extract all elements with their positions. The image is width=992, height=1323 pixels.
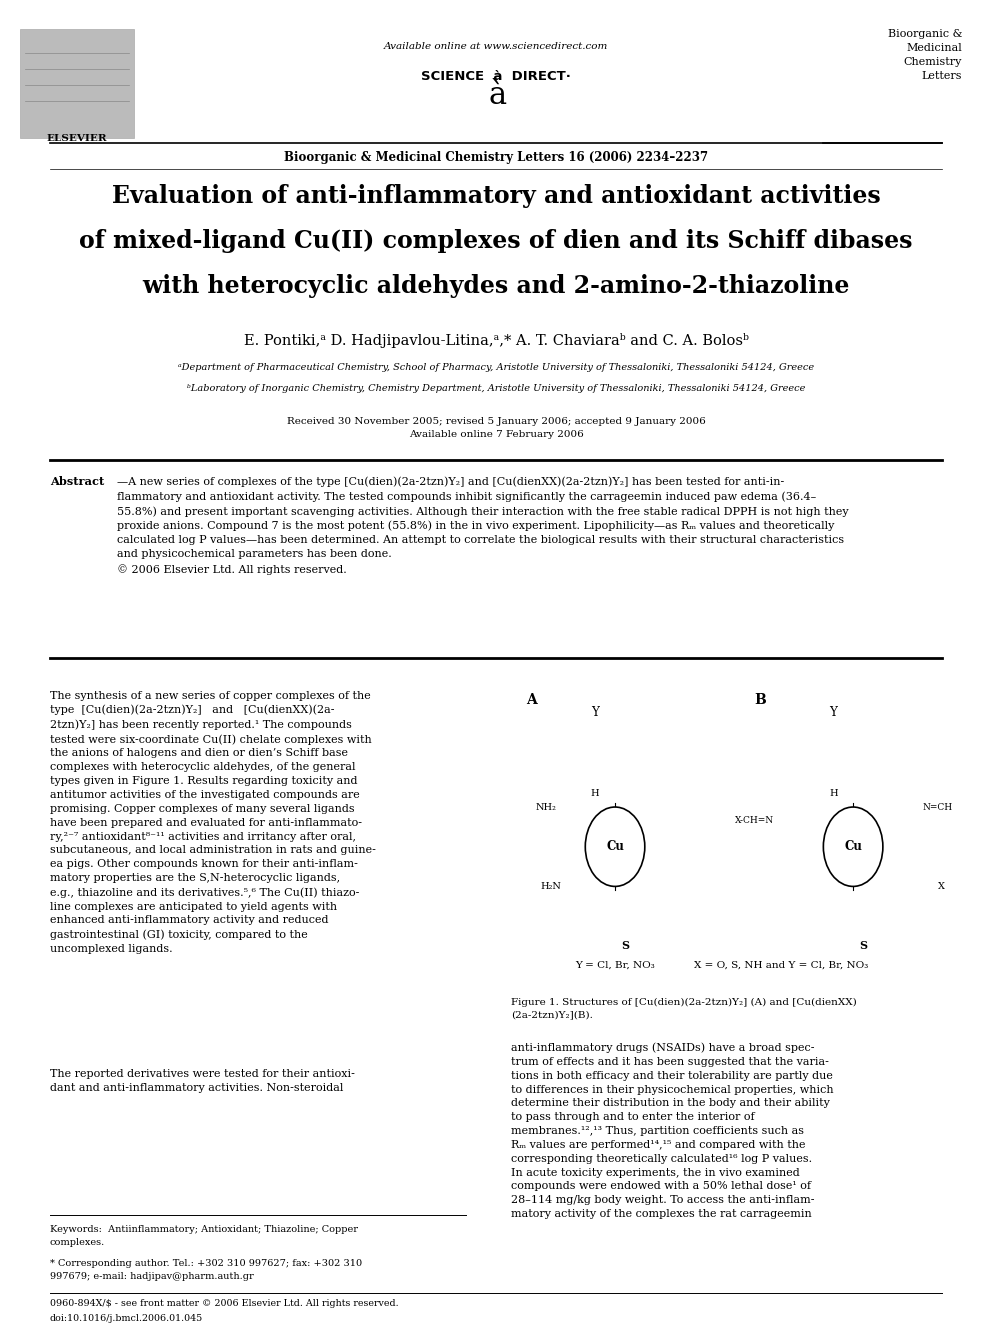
- Text: * Corresponding author. Tel.: +302 310 997627; fax: +302 310
997679; e-mail: had: * Corresponding author. Tel.: +302 310 9…: [50, 1259, 362, 1281]
- Text: Received 30 November 2005; revised 5 January 2006; accepted 9 January 2006
Avail: Received 30 November 2005; revised 5 Jan…: [287, 417, 705, 439]
- Text: Figure 1. Structures of [Cu(dien)(2a-2tzn)Y₂] (A) and [Cu(dienXX)
(2a-2tzn)Y₂](B: Figure 1. Structures of [Cu(dien)(2a-2tz…: [511, 998, 857, 1019]
- Text: anti-inflammatory drugs (NSAIDs) have a broad spec-
trum of effects and it has b: anti-inflammatory drugs (NSAIDs) have a …: [511, 1043, 833, 1220]
- Text: Cu: Cu: [844, 840, 862, 853]
- Text: The reported derivatives were tested for their antioxi-
dant and anti-inflammato: The reported derivatives were tested for…: [50, 1069, 354, 1093]
- Text: S: S: [859, 941, 867, 951]
- Circle shape: [585, 807, 645, 886]
- Text: ᵃDepartment of Pharmaceutical Chemistry, School of Pharmacy, Aristotle Universit: ᵃDepartment of Pharmaceutical Chemistry,…: [178, 364, 814, 372]
- Text: ᵇLaboratory of Inorganic Chemistry, Chemistry Department, Aristotle University o: ᵇLaboratory of Inorganic Chemistry, Chem…: [186, 385, 806, 393]
- Text: Available online at www.sciencedirect.com: Available online at www.sciencedirect.co…: [384, 42, 608, 50]
- Text: X: X: [937, 882, 944, 890]
- Text: A: A: [526, 693, 537, 708]
- Text: Abstract: Abstract: [50, 476, 104, 487]
- Text: H₂N: H₂N: [540, 882, 561, 890]
- Text: X-CH=N: X-CH=N: [735, 816, 774, 824]
- Text: The synthesis of a new series of copper complexes of the
type  [Cu(dien)(2a-2tzn: The synthesis of a new series of copper …: [50, 691, 376, 954]
- Text: Y: Y: [829, 706, 837, 720]
- Text: E. Pontiki,ᵃ D. Hadjipavlou-Litina,ᵃ,* A. T. Chaviaraᵇ and C. A. Bolosᵇ: E. Pontiki,ᵃ D. Hadjipavlou-Litina,ᵃ,* A…: [244, 332, 748, 348]
- Text: —A new series of complexes of the type [Cu(dien)(2a-2tzn)Y₂] and [Cu(dienXX)(2a-: —A new series of complexes of the type […: [117, 476, 849, 574]
- Text: S: S: [621, 941, 629, 951]
- Text: with heterocyclic aldehydes and 2-amino-2-thiazoline: with heterocyclic aldehydes and 2-amino-…: [142, 274, 850, 298]
- Text: H: H: [591, 790, 599, 798]
- Text: ELSEVIER: ELSEVIER: [46, 134, 107, 143]
- Text: Y: Y: [591, 706, 599, 720]
- Text: SCIENCE  à  DIRECT·: SCIENCE à DIRECT·: [421, 70, 571, 83]
- Text: N=CH: N=CH: [923, 803, 952, 811]
- Text: B: B: [754, 693, 766, 708]
- Text: Y = Cl, Br, NO₃: Y = Cl, Br, NO₃: [575, 960, 655, 970]
- Text: of mixed-ligand Cu(II) complexes of dien and its Schiff dibases: of mixed-ligand Cu(II) complexes of dien…: [79, 229, 913, 253]
- Text: à: à: [489, 79, 507, 111]
- Text: Evaluation of anti-inflammatory and antioxidant activities: Evaluation of anti-inflammatory and anti…: [112, 184, 880, 208]
- Text: NH₂: NH₂: [535, 803, 557, 811]
- FancyBboxPatch shape: [20, 29, 134, 138]
- Text: Cu: Cu: [606, 840, 624, 853]
- Text: Keywords:  Antiinflammatory; Antioxidant; Thiazoline; Copper
complexes.: Keywords: Antiinflammatory; Antioxidant;…: [50, 1225, 357, 1246]
- Text: doi:10.1016/j.bmcl.2006.01.045: doi:10.1016/j.bmcl.2006.01.045: [50, 1314, 202, 1323]
- Text: H: H: [829, 790, 837, 798]
- Text: 0960-894X/$ - see front matter © 2006 Elsevier Ltd. All rights reserved.: 0960-894X/$ - see front matter © 2006 El…: [50, 1299, 398, 1308]
- Text: Bioorganic &
Medicinal
Chemistry
Letters: Bioorganic & Medicinal Chemistry Letters: [888, 29, 962, 81]
- Text: Bioorganic & Medicinal Chemistry Letters 16 (2006) 2234–2237: Bioorganic & Medicinal Chemistry Letters…: [284, 151, 708, 164]
- Text: X = O, S, NH and Y = Cl, Br, NO₃: X = O, S, NH and Y = Cl, Br, NO₃: [694, 960, 869, 970]
- Circle shape: [823, 807, 883, 886]
